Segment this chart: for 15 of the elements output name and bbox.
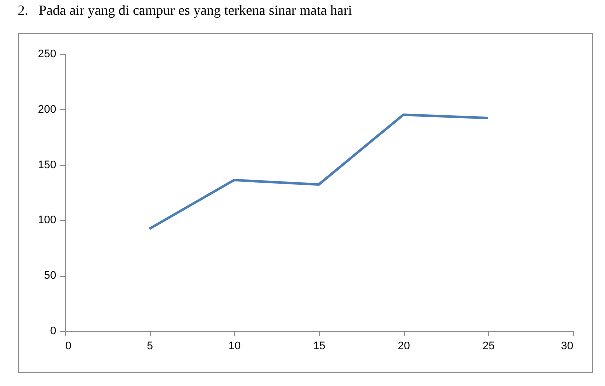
x-tick-label: 20 [398,340,410,352]
y-tick-label: 50 [44,270,56,282]
y-tick-label: 200 [38,104,56,116]
x-tick-label: 0 [66,340,72,352]
y-tick-label: 100 [38,214,56,227]
y-tick-label: 0 [50,326,56,338]
line-series [148,114,490,230]
x-tick-label: 15 [313,340,326,352]
x-tick-label: 5 [147,340,154,352]
y-tick-label: 250 [38,48,56,60]
y-tick-label: 150 [38,159,56,172]
chart-title: 2. Pada air yang di campur es yang terkena sinar mata hari [18,4,352,20]
x-tick-label: 25 [482,340,495,352]
x-tick-label: 10 [228,340,241,352]
x-tick-label: 30 [561,340,574,352]
